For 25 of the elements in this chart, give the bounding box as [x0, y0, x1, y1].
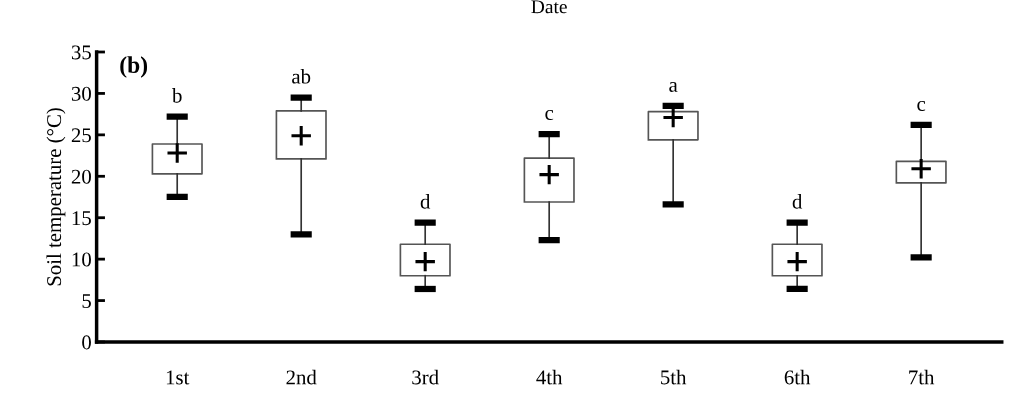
y-tick-label: 25: [71, 128, 91, 143]
y-tick-label: 10: [72, 252, 91, 267]
y-tick-label: 0: [82, 335, 91, 350]
annotation: b: [172, 88, 182, 103]
annotation: d: [792, 194, 803, 209]
y-tick-label: 20: [71, 169, 91, 184]
annotation: ab: [292, 68, 311, 84]
y-tick-label: 5: [82, 294, 91, 308]
x-tick-label: 7th: [909, 369, 935, 385]
x-tick-label: 1st: [166, 370, 190, 385]
y-tick-label: 35: [71, 45, 91, 60]
x-tick-label: 4th: [536, 369, 563, 385]
y-axis-title: Soil temperature (°C): [46, 108, 66, 286]
x-tick-label: 2nd: [286, 369, 317, 385]
y-tick-label: 30: [71, 86, 91, 101]
annotation: d: [420, 194, 431, 209]
annotation: (b): [120, 56, 148, 78]
x-tick-label: 6th: [784, 369, 811, 385]
x-tick-label: 3rd: [412, 369, 439, 385]
y-tick-label: 15: [72, 211, 91, 226]
x-axis-title: Date: [531, 0, 567, 14]
annotation: c: [917, 100, 926, 111]
x-tick-label: 5th: [661, 369, 687, 385]
annotation: a: [669, 81, 678, 92]
annotation: c: [545, 110, 554, 121]
